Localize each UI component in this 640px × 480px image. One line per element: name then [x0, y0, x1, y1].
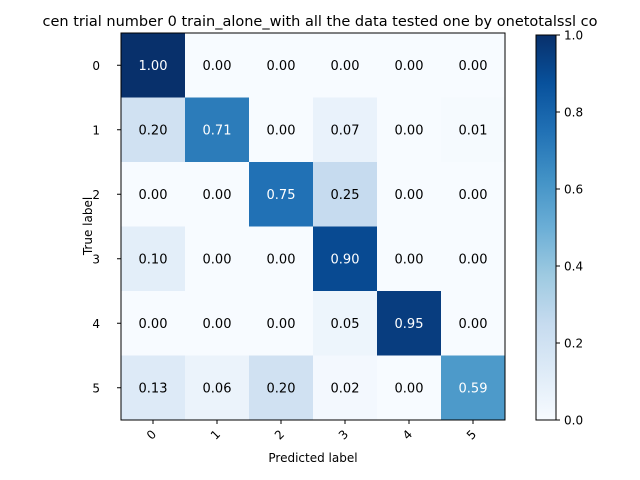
y-tick-label: 4: [92, 317, 100, 331]
heatmap-cell: [441, 226, 506, 292]
cell-value-label: 0.00: [267, 252, 296, 267]
heatmap-cell: [441, 162, 506, 227]
chart-title: cen trial number 0 train_alone_with all …: [43, 14, 598, 30]
colorbar-axis: 0.0 0.2 0.4 0.6 0.8 1.0: [556, 29, 583, 428]
heatmap-cell: [249, 291, 314, 356]
plot-frame: [120, 32, 506, 421]
x-tick-label: 2: [272, 427, 287, 442]
cell-value-label: 0.00: [459, 317, 488, 332]
heatmap-cell: [185, 33, 250, 98]
heatmap-cell: [313, 33, 378, 98]
heatmap-cell: [121, 291, 186, 356]
cell-value-label: 1.00: [139, 59, 168, 74]
cell-value-label: 0.00: [267, 123, 296, 138]
heatmap-cell: [441, 291, 506, 356]
cell-value-label: 0.90: [331, 252, 360, 267]
heatmap-cell: [249, 33, 314, 98]
heatmap-cell: [185, 226, 250, 292]
cell-value-label: 0.00: [203, 317, 232, 332]
cell-value-label: 0.00: [203, 188, 232, 203]
heatmap-cell: [441, 97, 506, 163]
cell-value-label: 0.06: [203, 381, 232, 396]
heatmap-cell: [313, 226, 378, 292]
cell-value-label: 0.00: [395, 123, 424, 138]
heatmap-cell: [249, 226, 314, 292]
colorbar-tick-label: 0.4: [564, 260, 583, 274]
colorbar-tick-label: 0.8: [564, 106, 583, 120]
x-tick-label: 1: [208, 427, 223, 442]
cell-value-label: 0.00: [267, 59, 296, 74]
heatmap-cell: [121, 97, 186, 163]
heatmap-cell: [377, 226, 442, 292]
cell-value-label: 0.02: [331, 381, 360, 396]
y-axis-label: True label: [81, 197, 95, 256]
cell-value-label: 0.20: [139, 123, 168, 138]
cell-value-label: 0.71: [203, 123, 232, 138]
heatmap-cell: [185, 355, 250, 421]
cell-value-label: 0.00: [395, 188, 424, 203]
cell-value-label: 0.00: [395, 381, 424, 396]
x-tick-label: 4: [400, 427, 415, 442]
cell-value-label: 0.75: [267, 188, 296, 203]
colorbar: [535, 34, 557, 421]
x-tick-label: 5: [464, 427, 479, 442]
heatmap-cell: [377, 33, 442, 98]
y-tick-label: 5: [92, 381, 100, 395]
heatmap-cell: [185, 97, 250, 163]
y-tick-label: 0: [92, 59, 100, 73]
cell-value-label: 0.25: [331, 188, 360, 203]
colorbar-tick-label: 1.0: [564, 29, 583, 43]
cell-value-label: 0.00: [139, 317, 168, 332]
colorbar-tick-label: 0.6: [564, 183, 583, 197]
heatmap-cell: [313, 97, 378, 163]
cell-value-label: 0.20: [267, 381, 296, 396]
cell-value-label: 0.13: [139, 381, 168, 396]
cell-value-label: 0.00: [267, 317, 296, 332]
cell-value-label: 0.95: [395, 317, 424, 332]
cell-value-label: 0.00: [395, 252, 424, 267]
heatmap-cell: [377, 291, 442, 356]
cell-value-label: 0.07: [331, 123, 360, 138]
heatmap-cells: 1.00 0.00 0.00 0.00 0.00 0.00 0.20 0.71 0.00 0.07…: [121, 33, 506, 421]
y-tick-label: 3: [92, 252, 100, 266]
y-tick-label: 2: [92, 188, 100, 202]
cell-value-label: 0.10: [139, 252, 168, 267]
y-tick-label: 1: [92, 123, 100, 137]
x-axis-label: Predicted label: [268, 451, 357, 465]
heatmap-cell: [249, 162, 314, 227]
colorbar-tick-label: 0.0: [564, 414, 583, 428]
colorbar-tick-label: 0.2: [564, 337, 583, 351]
cell-value-label: 0.00: [395, 59, 424, 74]
heatmap-cell: [441, 33, 506, 98]
cell-value-label: 0.59: [459, 381, 488, 396]
heatmap-cell: [377, 97, 442, 163]
heatmap-cell: [185, 162, 250, 227]
cell-value-label: 0.00: [459, 252, 488, 267]
heatmap-cell: [377, 355, 442, 421]
heatmap-cell: [185, 291, 250, 356]
heatmap-cell: [441, 355, 506, 421]
heatmap-cell: [121, 226, 186, 292]
cell-value-label: 0.05: [331, 317, 360, 332]
cell-value-label: 0.00: [459, 188, 488, 203]
cell-value-label: 0.00: [139, 188, 168, 203]
x-tick-label: 3: [336, 427, 351, 442]
heatmap-cell: [313, 162, 378, 227]
heatmap-cell: [249, 97, 314, 163]
cell-value-label: 0.00: [459, 59, 488, 74]
heatmap-cell: [121, 33, 186, 98]
heatmap-cell: [313, 291, 378, 356]
heatmap-cell: [121, 162, 186, 227]
x-tick-label: 0: [144, 427, 159, 442]
cell-value-label: 0.00: [203, 59, 232, 74]
cell-value-label: 0.01: [459, 123, 488, 138]
cell-value-label: 0.00: [203, 252, 232, 267]
cell-value-label: 0.00: [331, 59, 360, 74]
heatmap-cell: [121, 355, 186, 421]
heatmap-cell: [249, 355, 314, 421]
heatmap-cell: [313, 355, 378, 421]
heatmap-cell: [377, 162, 442, 227]
